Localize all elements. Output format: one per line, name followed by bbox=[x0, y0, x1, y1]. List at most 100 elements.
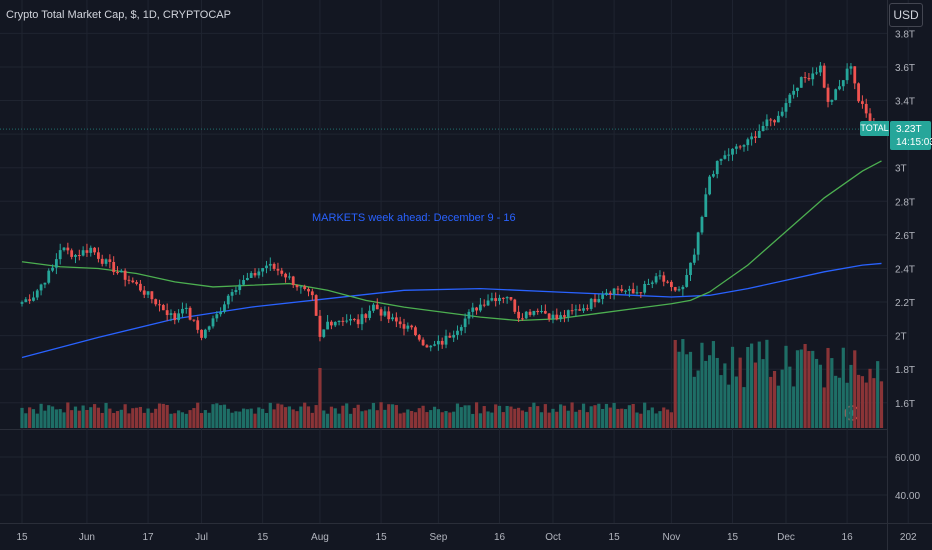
candle-body bbox=[272, 263, 276, 269]
candle-body bbox=[223, 304, 226, 312]
volume-bar bbox=[245, 409, 249, 428]
candle-body bbox=[620, 289, 624, 291]
volume-bar bbox=[20, 407, 24, 428]
candle-body bbox=[379, 309, 383, 316]
candle-body bbox=[360, 314, 364, 325]
volume-bar bbox=[303, 402, 307, 428]
volume-bar bbox=[853, 350, 857, 428]
candle-body bbox=[165, 310, 169, 316]
y-tick-label: 2.6T bbox=[895, 231, 915, 242]
volume-bar bbox=[578, 409, 582, 428]
volume-bar bbox=[291, 409, 295, 428]
volume-bar bbox=[585, 412, 589, 428]
candle-body bbox=[708, 176, 711, 195]
volume-bar bbox=[673, 339, 677, 428]
volume-bar bbox=[581, 403, 586, 428]
candle-body bbox=[482, 304, 486, 306]
volume-bar bbox=[814, 358, 819, 428]
candle-body bbox=[601, 294, 605, 299]
candle-body bbox=[81, 250, 85, 256]
volume-bar bbox=[539, 412, 544, 428]
x-tick-label: 15 bbox=[609, 532, 621, 543]
candle-body bbox=[792, 90, 796, 95]
volume-bar bbox=[398, 413, 402, 428]
volume-bar bbox=[597, 403, 601, 428]
volume-bar bbox=[643, 402, 647, 428]
candle-body bbox=[498, 297, 501, 302]
volume-bar bbox=[872, 378, 876, 428]
candle-body bbox=[364, 314, 368, 318]
candle-body bbox=[368, 310, 372, 318]
candle-body bbox=[173, 313, 177, 321]
candle-body bbox=[123, 270, 127, 280]
volume-bar bbox=[371, 402, 376, 428]
volume-bar bbox=[841, 347, 845, 428]
volume-bar bbox=[184, 413, 188, 428]
volume-bar bbox=[803, 343, 807, 428]
candle-body bbox=[501, 297, 505, 299]
volume-bar bbox=[551, 408, 555, 428]
volume-bar bbox=[131, 408, 135, 428]
candle-body bbox=[765, 119, 769, 126]
symbol-title[interactable]: Crypto Total Market Cap, $, 1D, CRYPTOCA… bbox=[6, 9, 231, 21]
volume-bar bbox=[417, 408, 421, 428]
volume-bar bbox=[322, 410, 326, 428]
candle-body bbox=[803, 77, 807, 79]
candle-body bbox=[436, 340, 440, 345]
candle-body bbox=[333, 322, 337, 326]
candle-body bbox=[158, 304, 161, 306]
candle-body bbox=[54, 259, 58, 268]
volume-bar bbox=[562, 405, 567, 428]
candle-body bbox=[150, 291, 154, 300]
volume-bar bbox=[444, 411, 448, 428]
volume-bar bbox=[471, 413, 475, 428]
volume-bar bbox=[467, 405, 471, 428]
candle-body bbox=[459, 327, 463, 331]
candle-body bbox=[425, 345, 429, 348]
candle-body bbox=[24, 299, 28, 303]
candle-body bbox=[291, 276, 295, 285]
volume-bar bbox=[677, 351, 681, 428]
candle-body bbox=[780, 111, 784, 116]
candle-body bbox=[356, 319, 360, 325]
candle-body bbox=[268, 263, 272, 266]
volume-bar bbox=[108, 408, 112, 428]
candle-body bbox=[566, 310, 570, 317]
time-axis: 15 Jun 17 Jul 15 Aug 15 Sep 16 Oct 15 Nov 15 Dec 16 202 bbox=[16, 532, 917, 543]
volume-bar bbox=[226, 408, 230, 428]
volume-bar bbox=[864, 382, 868, 428]
volume-bar bbox=[616, 408, 620, 428]
candle-body bbox=[585, 308, 589, 310]
candle-body bbox=[429, 345, 433, 348]
volume-bar bbox=[280, 404, 284, 428]
volume-bar bbox=[89, 407, 93, 428]
candle-body bbox=[169, 313, 173, 316]
volume-bar bbox=[341, 405, 345, 428]
candle-body bbox=[685, 275, 689, 287]
candle-body bbox=[627, 288, 631, 291]
volume-bar bbox=[669, 412, 673, 428]
currency-button[interactable]: USD bbox=[889, 3, 923, 27]
volume-bar bbox=[238, 411, 242, 428]
volume-bar bbox=[811, 350, 815, 428]
volume-bar bbox=[860, 376, 864, 428]
candle-body bbox=[796, 87, 799, 91]
volume-bar bbox=[837, 377, 842, 428]
candle-body bbox=[330, 321, 333, 326]
candle-body bbox=[494, 298, 498, 302]
volume-bar bbox=[230, 412, 234, 428]
candle-body bbox=[712, 174, 715, 177]
volume-bar bbox=[750, 343, 754, 428]
candle-body bbox=[559, 315, 563, 320]
candle-body bbox=[616, 288, 620, 290]
volume-bar bbox=[665, 409, 670, 428]
volume-bar bbox=[119, 409, 123, 428]
volume-bar bbox=[410, 410, 414, 428]
volume-bar bbox=[876, 361, 880, 428]
volume-bar bbox=[127, 413, 131, 428]
y-tick-label: 3.8T bbox=[895, 29, 915, 40]
candle-body bbox=[727, 154, 731, 156]
volume-bar bbox=[24, 413, 28, 428]
y-tick-label: 1.8T bbox=[895, 365, 915, 376]
